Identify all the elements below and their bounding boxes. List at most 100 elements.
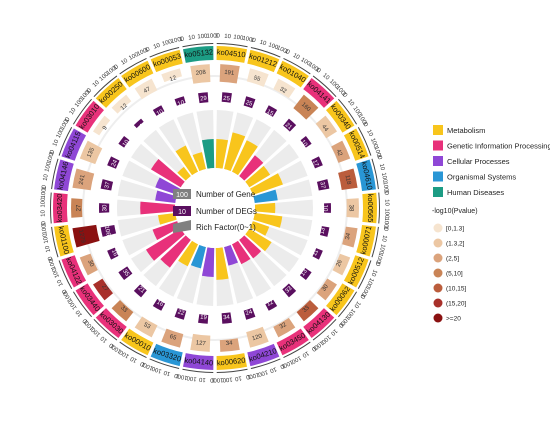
tick-label: 1 (340, 91, 347, 98)
gene-number-label: 38 (347, 205, 353, 212)
tick-label: 100 (380, 172, 388, 184)
gene-number-label: 135 (87, 147, 97, 159)
tick-label: 1000 (382, 217, 389, 232)
rich-factor-bar (150, 159, 185, 188)
tick-label: 100 (56, 127, 66, 139)
gene-bar (161, 328, 184, 348)
deg-bar (174, 96, 186, 106)
gene-bar (71, 198, 83, 218)
category-band (247, 343, 280, 367)
gene-bar (332, 253, 351, 276)
gene-bar (72, 224, 100, 248)
tick-label: 1000 (136, 46, 151, 57)
deg-number-label: 11 (312, 248, 320, 257)
gene-number-label: 208 (196, 70, 207, 77)
tick-label: 1 (280, 362, 286, 369)
gene-number-label: 118 (344, 175, 352, 186)
tick-scale-arc (93, 75, 118, 97)
deg-number-label: 16 (155, 299, 164, 308)
tick-label: 1 (211, 376, 215, 382)
gene-bar (273, 317, 296, 338)
category-band (182, 46, 214, 63)
gene-bar (316, 278, 337, 301)
tick-scale-arc (51, 226, 59, 258)
tick-label: 10 (163, 369, 172, 377)
tick-label: 100 (345, 307, 356, 319)
gene-legend-label: Number of Gene (196, 190, 256, 199)
deg-bar (243, 307, 256, 320)
category-band (356, 159, 376, 191)
ko-label: ko00620 (216, 356, 246, 368)
ko-label: ko03420 (55, 194, 64, 223)
tick-label: 1 (144, 47, 150, 54)
tick-label: 10 (198, 376, 206, 383)
category-band (276, 60, 309, 88)
tick-label: 100 (233, 35, 244, 42)
deg-sample-text: 10 (178, 209, 186, 216)
tick-label: 100 (369, 137, 379, 149)
tick-scale-arc (371, 158, 379, 190)
tick-label: 1000 (382, 181, 390, 196)
ko-label: ko05132 (184, 47, 214, 59)
gene-bar (293, 94, 319, 120)
tick-label: 10 (43, 173, 50, 181)
gene-number-label: 27 (77, 204, 83, 211)
category-band (75, 283, 104, 316)
gene-number-label: 127 (195, 340, 206, 347)
gene-number-label: 32 (278, 86, 287, 95)
tick-label: 1 (175, 372, 180, 379)
rich-factor-bar (231, 240, 251, 265)
rich-factor-bar (215, 139, 229, 169)
rich-factor-bar (245, 228, 272, 252)
rich-factor-bar (177, 166, 191, 181)
category-band (362, 192, 377, 224)
tick-label: 1 (85, 88, 92, 95)
category-band (54, 225, 74, 257)
gene-bar (346, 198, 359, 218)
deg-bar (319, 226, 330, 237)
rich-factor-bar (253, 189, 278, 204)
gene-number-label: 1279 (77, 229, 86, 244)
tick-label: 1 (382, 226, 388, 231)
tick-label: 100 (364, 277, 374, 289)
tick-label: 100 (290, 354, 302, 364)
deg-number-label: 21 (284, 122, 293, 131)
gene-number-label: 12 (169, 75, 178, 83)
tick-label: 1000 (374, 252, 384, 267)
deg-bar (299, 267, 312, 281)
tick-label: 1000 (173, 372, 188, 381)
rich-factor-bar (158, 212, 177, 225)
gene-bar (111, 94, 132, 114)
gene-number-label: 42 (335, 149, 343, 158)
tick-scale-arc (49, 192, 52, 224)
gene-number-label: 241 (79, 174, 87, 186)
rich-factor-bar (192, 152, 206, 172)
deg-legend-label: Number of DEGs (196, 207, 257, 216)
tick-label: 1000 (276, 45, 291, 56)
tick-label: 10 (120, 58, 129, 67)
tick-scale-arc (338, 291, 358, 318)
gene-bar (246, 68, 269, 87)
gene-bar (190, 64, 211, 84)
rich-factor-track (143, 129, 191, 181)
rich-factor-bar (245, 165, 271, 188)
deg-bar (118, 266, 133, 281)
deg-bar (133, 284, 147, 298)
rich-factor-bar (201, 247, 215, 277)
tick-label: 10 (75, 308, 84, 317)
tick-label: 100 (267, 42, 279, 51)
tick-label: 1 (314, 67, 321, 74)
gene-number-label: 30 (86, 259, 94, 268)
tick-label: 100 (41, 197, 47, 208)
center-legend: 100 Number of Gene 10 Number of DEGs Ric… (173, 189, 257, 233)
tick-scale-arc (357, 127, 372, 156)
tick-label: 1 (62, 289, 69, 295)
category-band (247, 49, 280, 73)
tick-scale-arc (72, 98, 92, 125)
ko-label: ko00565 (366, 194, 375, 223)
gene-number-label: 9 (102, 125, 109, 132)
deg-number-label: 19 (200, 315, 208, 322)
tick-label: 1 (361, 121, 368, 127)
rich-factor-bar (250, 173, 283, 195)
gene-number-label: 34 (226, 340, 234, 347)
